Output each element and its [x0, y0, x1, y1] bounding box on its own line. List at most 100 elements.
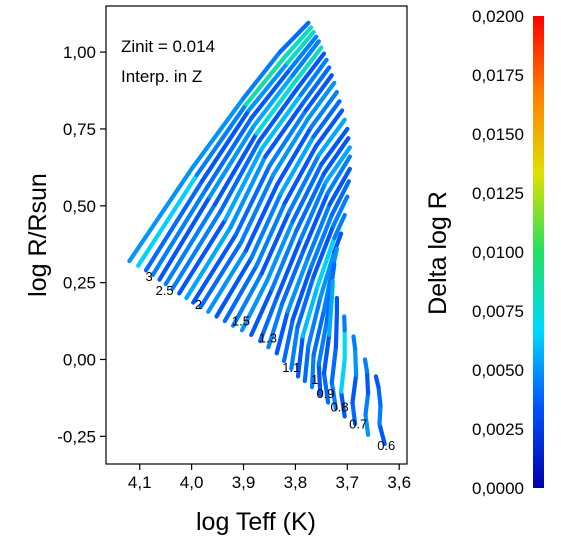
track-23-segment-1: [306, 295, 323, 348]
track-15-segment-1: [264, 219, 295, 284]
track-7-segment-2: [259, 92, 303, 151]
track-6-segment-1: [218, 139, 262, 214]
track-11-segment-0: [206, 248, 249, 314]
colorbar-tick-label-7: 0,0025: [472, 420, 524, 439]
track-16-segment-0: [249, 286, 275, 337]
y-axis-title: log R/Rsun: [24, 173, 52, 297]
track-27-segment-1: [329, 345, 338, 385]
track-14-segment-2: [287, 153, 321, 214]
track-20-segment-0: [281, 317, 295, 364]
track-21-segment-2: [311, 223, 336, 279]
colorbar-ticks: 0,0200 0,0175 0,0150 0,0125 0,0100 0,0075 0,00…: [472, 7, 524, 498]
track-29-segment-0: [350, 400, 358, 427]
track-2-segment-2: [246, 60, 290, 113]
track-19-segment-1: [285, 256, 310, 314]
track-22-segment-3: [332, 212, 347, 241]
plot-frame: [105, 5, 408, 465]
track-5-segment-2: [254, 79, 298, 136]
track-12-segment-3: [311, 99, 342, 139]
track-16-segment-2: [294, 171, 327, 233]
track-14-segment-1: [259, 209, 292, 276]
track-3-segment-3: [288, 34, 319, 72]
track-24-segment-0: [309, 352, 316, 390]
track-22-segment-1: [300, 285, 320, 339]
track-25-segment-1: [316, 320, 329, 367]
mass-label-9: 0.7: [349, 417, 367, 432]
track-3-segment-0: [150, 186, 209, 278]
track-3-segment-1: [204, 116, 254, 191]
colorbar-tick-label-0: 0,0200: [472, 7, 524, 26]
track-13-segment-2: [282, 143, 319, 205]
track-27-segment-0: [329, 380, 338, 411]
track-25-segment-0: [316, 362, 323, 397]
colorbar: [533, 16, 544, 488]
mass-label-5: 1.1: [282, 360, 300, 375]
track-28-segment-0: [339, 389, 347, 419]
track-13-segment-3: [314, 108, 345, 148]
track-8-segment-2: [263, 100, 306, 159]
track-6-segment-3: [295, 51, 327, 90]
track-26-segment-0: [321, 371, 331, 405]
track-29-segment-3: [351, 334, 358, 351]
track-27-segment-2: [333, 311, 339, 350]
track-20-segment-2: [308, 212, 334, 270]
track-12-segment-2: [278, 134, 316, 196]
colorbar-tick-label-6: 0,0050: [472, 361, 524, 380]
track-0-segment-3: [277, 20, 311, 55]
track-1-segment-3: [282, 25, 314, 59]
x-tick-label-4: 3,7: [335, 473, 359, 492]
track-29-segment-1: [350, 372, 359, 405]
y-tick-label-2: 0,50: [63, 197, 96, 216]
y-tick-label-5: -0,25: [57, 427, 96, 446]
x-axis-ticks: 4,1 4,0 3,9 3,8 3,7 3,6: [128, 464, 411, 492]
track-6-segment-2: [257, 85, 301, 144]
mass-label-0: 3: [145, 269, 152, 284]
track-1-segment-2: [244, 54, 288, 107]
x-tick-label-5: 3,6: [387, 473, 411, 492]
track-24-segment-1: [311, 308, 327, 357]
y-tick-label-4: 0,00: [63, 350, 96, 369]
track-16-segment-1: [270, 228, 299, 291]
track-30-segment-3: [362, 357, 370, 374]
track-30-segment-1: [363, 391, 371, 417]
mass-label-4: 1.3: [259, 331, 277, 346]
track-19-segment-2: [305, 202, 332, 261]
track-9-segment-1: [233, 163, 272, 238]
track-28-segment-1: [339, 357, 347, 394]
track-2-segment-0: [143, 179, 205, 273]
track-11-segment-2: [275, 125, 314, 187]
track-6-segment-0: [170, 209, 223, 291]
track-8-segment-3: [301, 65, 332, 105]
track-31-segment-0: [377, 421, 387, 447]
track-9-segment-3: [303, 73, 334, 113]
mass-label-6: 1: [311, 372, 318, 387]
colorbar-tick-label-1: 0,0175: [472, 66, 524, 85]
track-21-segment-0: [289, 325, 300, 371]
x-tick-label-1: 4,0: [180, 473, 204, 492]
track-4-segment-3: [290, 39, 321, 78]
track-14-segment-0: [231, 271, 264, 328]
track-0-segment-1: [189, 96, 246, 171]
track-17-segment-3: [323, 145, 352, 185]
track-18-segment-3: [325, 154, 352, 196]
annotation-interp: Interp. in Z: [121, 67, 202, 86]
y-tick-label-3: 0,25: [63, 274, 96, 293]
track-9-segment-2: [267, 108, 308, 168]
track-20-segment-3: [329, 179, 351, 218]
track-22-segment-0: [295, 334, 305, 379]
track-17-segment-1: [275, 237, 303, 299]
x-tick-label-3: 3,8: [284, 473, 308, 492]
annotation-zinit: Zinit = 0.014: [121, 37, 215, 56]
mass-label-2: 2: [195, 297, 202, 312]
track-11-segment-1: [244, 182, 280, 253]
track-9-segment-0: [191, 232, 238, 305]
track-29-segment-2: [353, 346, 359, 377]
track-19-segment-0: [274, 309, 290, 356]
track-2-segment-3: [285, 29, 316, 66]
track-0-segment-2: [241, 49, 282, 101]
track-22-segment-2: [315, 236, 337, 290]
track-18-segment-2: [302, 191, 330, 251]
track-5-segment-1: [212, 131, 259, 207]
x-axis-title: log Teff (K): [196, 508, 316, 536]
